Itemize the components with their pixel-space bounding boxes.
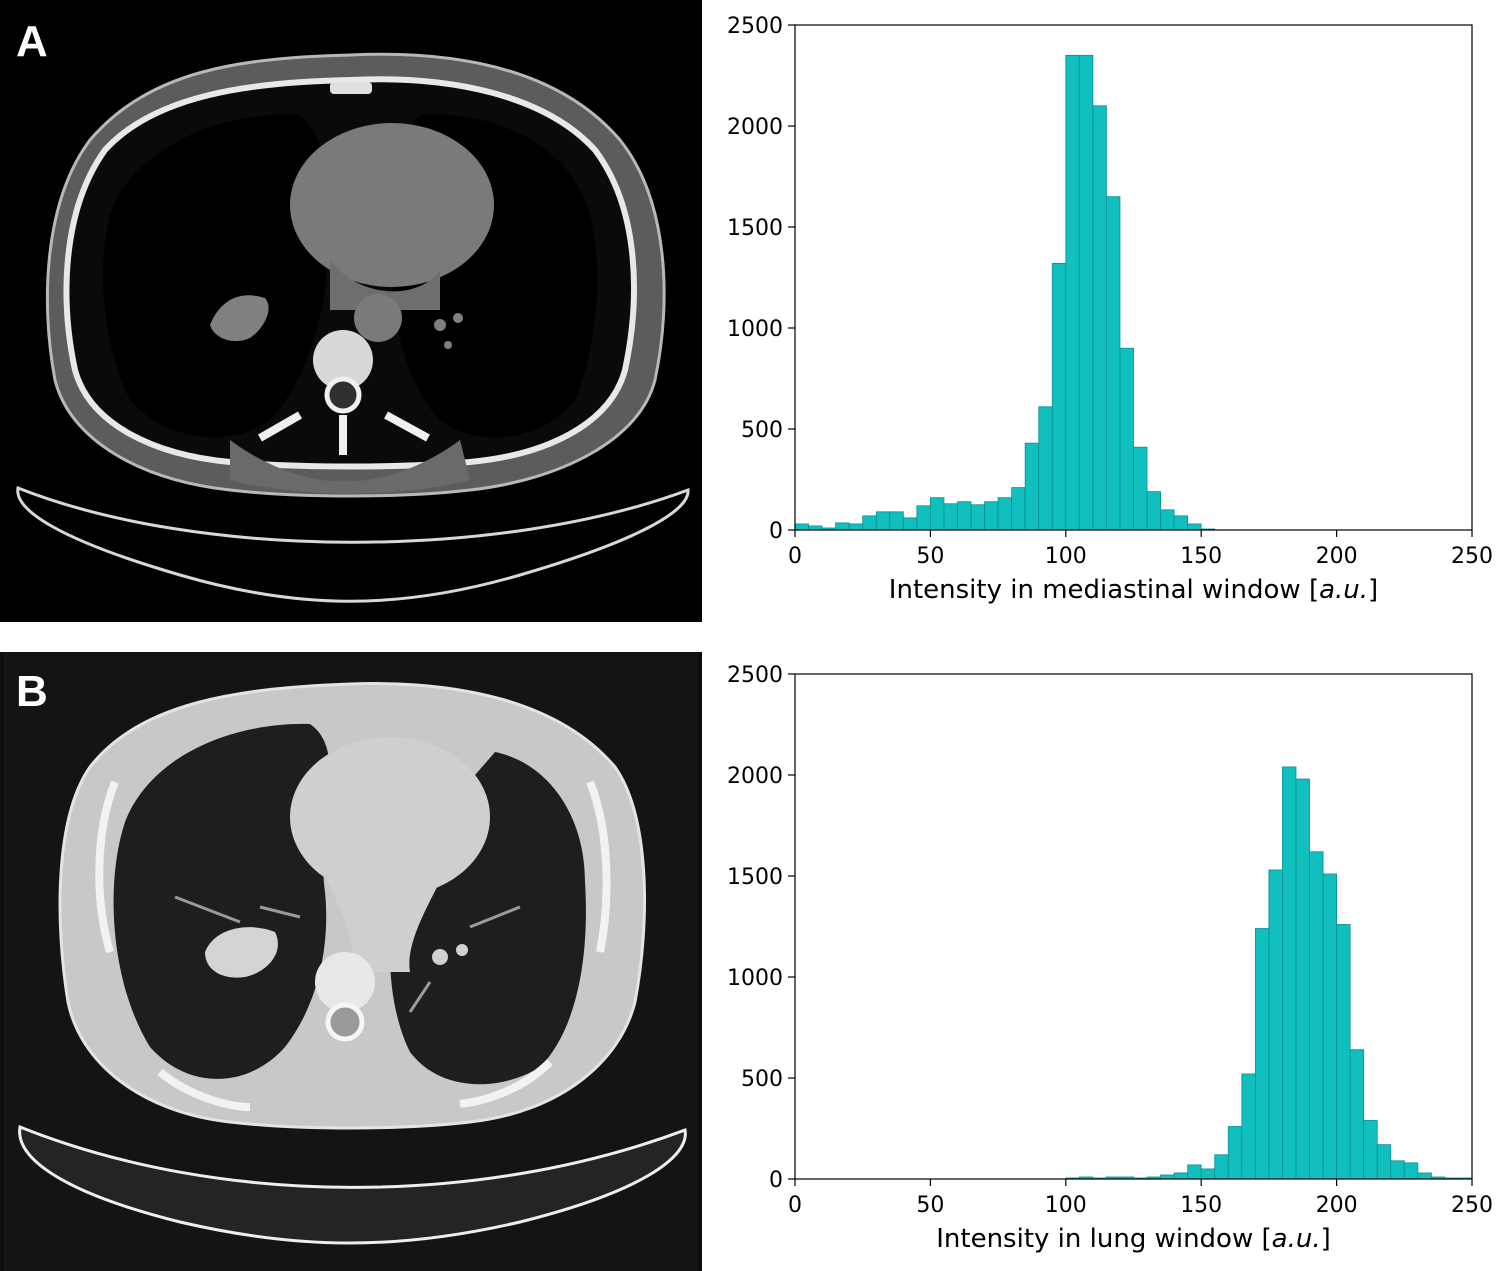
histogram-bar	[1227, 1126, 1243, 1180]
plot-frame	[794, 673, 1473, 1180]
histogram-bar	[1024, 442, 1040, 531]
y-tick-label: 1000	[727, 966, 783, 991]
histogram-bar	[1376, 1144, 1392, 1180]
histogram-bar	[794, 523, 809, 531]
histogram-bar	[1160, 509, 1175, 531]
histogram-bar	[1309, 851, 1324, 1180]
histogram-bar	[1200, 1168, 1216, 1180]
histogram-bars	[794, 54, 1216, 531]
histogram-bar	[984, 501, 999, 531]
y-tick-label: 2000	[727, 764, 783, 789]
ct-scan-drawing	[16, 52, 690, 603]
histogram-bar	[1363, 1120, 1378, 1180]
y-tick-label: 1500	[727, 865, 783, 890]
histogram-bar	[1173, 515, 1189, 531]
histogram-bar	[1254, 928, 1270, 1180]
histogram-bar	[997, 497, 1013, 531]
histogram-bar	[1133, 446, 1148, 531]
x-tick-label: 0	[788, 1193, 802, 1218]
histogram-bar	[1051, 262, 1067, 531]
histogram-bar	[875, 511, 891, 531]
histogram-bar	[916, 505, 931, 531]
x-tick-label: 250	[1451, 1193, 1493, 1218]
histogram-bar	[1119, 347, 1134, 531]
ct-image-lung: B	[0, 652, 702, 1271]
histogram-mediastinal: 0 50 100 150 200 250 0 500 1000 1500 2000 2500 Int…	[702, 0, 1500, 622]
ct-scan-drawing	[4, 652, 698, 1271]
y-tick-label: 2000	[727, 115, 783, 140]
histogram-bar	[1160, 1174, 1175, 1180]
x-tick-label: 150	[1180, 1193, 1222, 1218]
y-tick-label: 0	[769, 519, 783, 544]
histogram-bar	[1417, 1172, 1432, 1180]
histogram-lung: 0 50 100 150 200 250 0 500 1000 1500 2000 2500 Int…	[702, 649, 1500, 1271]
panel-label-b: B	[16, 667, 48, 716]
y-tick-label: 2500	[727, 663, 783, 688]
histogram-bar	[1336, 924, 1351, 1180]
histogram-bar	[957, 501, 972, 531]
x-tick-label: 100	[1045, 544, 1087, 569]
histogram-bar	[970, 504, 985, 531]
x-tick-label: 50	[916, 1193, 944, 1218]
histogram-bar	[1214, 1154, 1229, 1180]
histogram-bar	[808, 525, 823, 531]
histogram-bar	[1011, 487, 1026, 531]
histogram-bar	[1092, 105, 1107, 531]
x-axis-label: Intensity in lung window [a.u.]	[936, 1224, 1331, 1254]
histogram-bar	[835, 522, 850, 531]
histogram-bar	[1295, 778, 1310, 1180]
histogram-bar	[1187, 523, 1202, 531]
panel-label-a: A	[16, 17, 48, 66]
histogram-bar	[1078, 54, 1094, 531]
x-tick-label: 250	[1451, 544, 1493, 569]
histogram-bar	[929, 497, 945, 531]
histogram-bar	[943, 503, 958, 531]
histogram-bar	[1349, 1049, 1365, 1180]
histogram-bar	[1146, 491, 1161, 531]
histogram-bar	[1322, 873, 1337, 1180]
y-tick-label: 2500	[727, 14, 783, 39]
y-tick-label: 500	[741, 418, 783, 443]
histogram-bar	[1173, 1172, 1189, 1180]
histogram-bar	[1038, 406, 1053, 531]
x-tick-label: 150	[1180, 544, 1222, 569]
y-tick-label: 0	[769, 1168, 783, 1193]
y-tick-label: 1000	[727, 317, 783, 342]
histogram-bar	[1065, 54, 1080, 531]
x-axis-label: Intensity in mediastinal window [a.u.]	[889, 575, 1378, 605]
histogram-bar	[1403, 1162, 1419, 1180]
y-tick-label: 1500	[727, 216, 783, 241]
histogram-bar	[848, 523, 864, 531]
histogram-bar	[1187, 1164, 1202, 1180]
x-tick-label: 200	[1316, 1193, 1358, 1218]
plot-frame	[794, 24, 1473, 531]
histogram-bars	[1065, 766, 1473, 1180]
histogram-bar	[1241, 1073, 1256, 1180]
y-tick-label: 500	[741, 1067, 783, 1092]
histogram-bar	[1282, 766, 1297, 1180]
histogram-bar	[1106, 196, 1121, 531]
x-tick-label: 50	[916, 544, 944, 569]
histogram-bar	[1390, 1160, 1405, 1180]
histogram-bar	[862, 515, 877, 531]
ct-image-mediastinal: A	[0, 0, 702, 622]
histogram-bar	[1268, 869, 1283, 1180]
x-tick-label: 0	[788, 544, 802, 569]
x-tick-label: 100	[1045, 1193, 1087, 1218]
x-tick-label: 200	[1316, 544, 1358, 569]
histogram-bar	[889, 511, 904, 531]
histogram-bar	[902, 517, 918, 531]
